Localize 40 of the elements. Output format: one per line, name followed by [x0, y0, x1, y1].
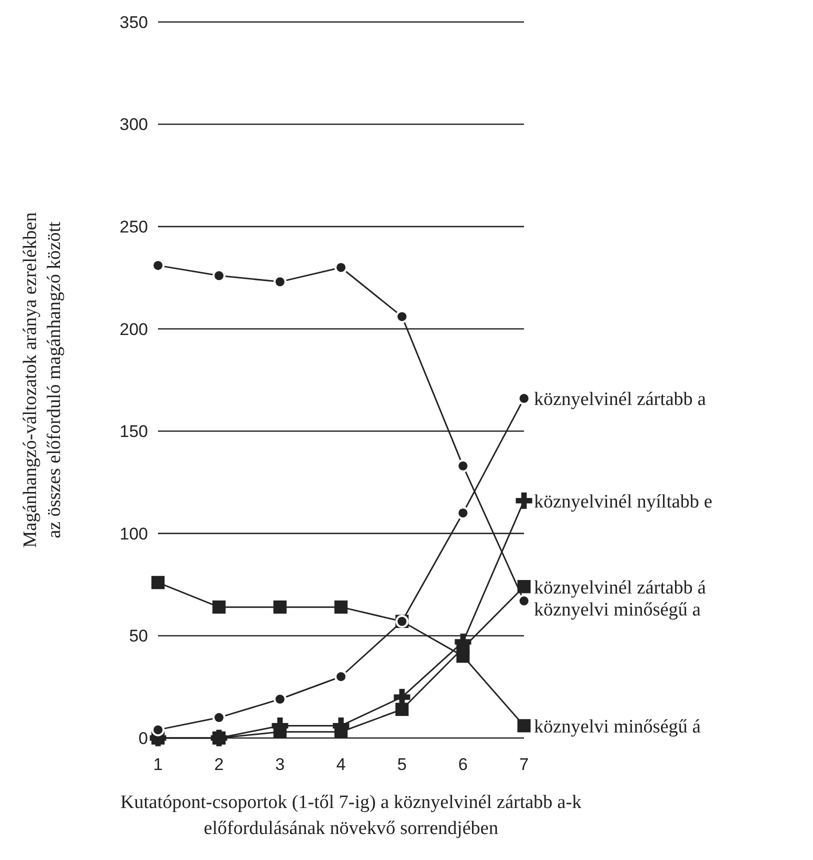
- series-label: köznyelvinél zártabb á: [534, 577, 707, 598]
- y-tick-label: 350: [120, 12, 148, 32]
- series-label: köznyelvi minőségű a: [534, 599, 702, 620]
- point: [152, 723, 164, 736]
- point: [334, 600, 348, 614]
- point: [212, 269, 226, 282]
- point: [395, 702, 409, 716]
- x-axis-title: Kutatópont-csoportok (1-től 7-ig) a köznyelvinél zártabb a-k előfordulásának növekvő sorrendjében: [120, 792, 582, 839]
- x-tick-label: 3: [275, 755, 285, 774]
- point: [334, 670, 348, 684]
- y-axis-title: Magánhangzó-változatok aránya ezrelékben az összes előforduló magánhangzó között: [20, 212, 65, 548]
- x-tick-label: 6: [458, 755, 468, 774]
- y-tick-label: 250: [120, 218, 148, 237]
- point: [273, 600, 287, 614]
- series-label: köznyelvinél nyíltabb e: [534, 491, 712, 512]
- point: [518, 594, 530, 608]
- x-tick-label: 7: [519, 755, 529, 774]
- point: [274, 692, 286, 706]
- point: [456, 506, 470, 520]
- point: [517, 580, 531, 594]
- y-tick-label: 300: [120, 115, 148, 134]
- y-tick-label: 150: [120, 422, 148, 442]
- x-tick-label: 2: [214, 755, 224, 774]
- series-label: köznyelvinél zártabb a: [534, 389, 707, 410]
- point: [516, 492, 532, 509]
- series-label: köznyelvi minőségű á: [534, 716, 702, 738]
- point: [396, 310, 408, 324]
- point: [151, 576, 165, 590]
- point: [517, 719, 531, 732]
- x-tick-label: 1: [153, 755, 163, 774]
- point: [212, 600, 226, 614]
- point: [518, 392, 530, 405]
- y-tick-label: 100: [120, 524, 148, 544]
- y-tick-label: 50: [129, 626, 148, 646]
- y-tick-label: 0: [138, 728, 148, 748]
- point: [274, 275, 286, 288]
- y-tick-label: 200: [120, 320, 148, 339]
- x-tick-label: 4: [336, 755, 346, 774]
- x-tick-label: 5: [397, 755, 407, 774]
- point: [456, 459, 470, 472]
